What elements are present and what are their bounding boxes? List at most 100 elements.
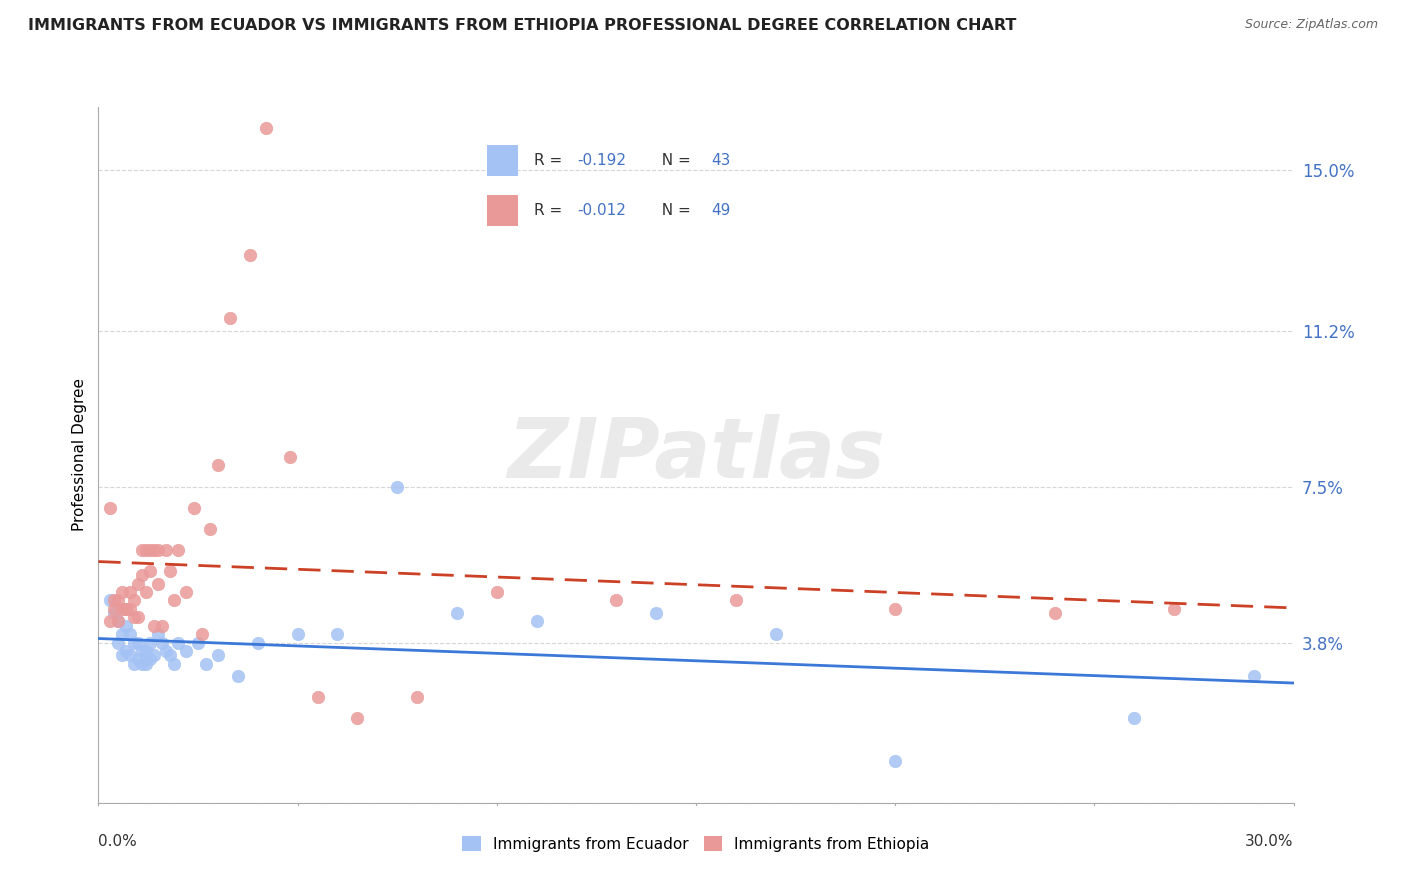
Point [307, 690, 329, 705]
Point [111, 602, 134, 616]
Point [124, 635, 146, 649]
Point [446, 606, 468, 620]
Point [120, 585, 142, 599]
Point [1123, 711, 1146, 725]
Point [143, 542, 166, 557]
Point [115, 602, 138, 616]
Point [207, 648, 229, 663]
Point [139, 652, 162, 666]
Point [187, 635, 209, 649]
Point [155, 542, 177, 557]
Point [107, 635, 129, 649]
Point [191, 627, 214, 641]
Point [111, 648, 134, 663]
Legend: Immigrants from Ecuador, Immigrants from Ethiopia: Immigrants from Ecuador, Immigrants from… [456, 830, 936, 858]
Bar [488, 194, 519, 226]
Point [127, 610, 149, 624]
Point [148, 542, 170, 557]
Point [143, 618, 166, 632]
Point [143, 648, 166, 663]
Point [135, 542, 157, 557]
Point [239, 247, 262, 261]
Point [485, 585, 508, 599]
Point [326, 627, 349, 641]
Text: R =: R = [534, 202, 567, 218]
Point [120, 648, 142, 663]
Point [107, 615, 129, 629]
Text: 49: 49 [711, 202, 730, 218]
Point [287, 627, 309, 641]
Point [163, 593, 186, 607]
Point [163, 657, 186, 671]
Point [254, 121, 277, 136]
Text: 0.0%: 0.0% [98, 834, 138, 849]
Text: R =: R = [534, 153, 567, 168]
Point [226, 669, 249, 683]
Point [724, 593, 747, 607]
Y-axis label: Professional Degree: Professional Degree [72, 378, 87, 532]
Point [115, 602, 138, 616]
Point [103, 602, 125, 616]
Point [207, 458, 229, 473]
Point [135, 644, 157, 658]
Point [174, 585, 197, 599]
Point [107, 615, 129, 629]
Point [131, 657, 153, 671]
Point [148, 627, 170, 641]
Point [167, 635, 190, 649]
Point [159, 648, 181, 663]
Point [1043, 606, 1066, 620]
Point [131, 568, 153, 582]
Point [127, 635, 149, 649]
Point [884, 602, 907, 616]
Point [183, 500, 205, 515]
Text: N =: N = [652, 202, 696, 218]
Point [167, 542, 190, 557]
Point [98, 615, 122, 629]
Point [139, 542, 162, 557]
Point [645, 606, 668, 620]
Point [124, 593, 146, 607]
Point [194, 657, 218, 671]
Point [385, 479, 409, 493]
Point [139, 635, 162, 649]
Point [131, 644, 153, 658]
Point [139, 564, 162, 578]
Point [124, 657, 146, 671]
Point [120, 602, 142, 616]
Text: -0.192: -0.192 [578, 153, 627, 168]
Point [884, 754, 907, 768]
Bar [488, 145, 519, 176]
Point [174, 644, 197, 658]
Point [103, 606, 125, 620]
Point [111, 585, 134, 599]
Point [103, 593, 125, 607]
Point [155, 644, 177, 658]
Text: ZIPatlas: ZIPatlas [508, 415, 884, 495]
Point [135, 657, 157, 671]
Point [124, 610, 146, 624]
Text: IMMIGRANTS FROM ECUADOR VS IMMIGRANTS FROM ETHIOPIA PROFESSIONAL DEGREE CORRELAT: IMMIGRANTS FROM ECUADOR VS IMMIGRANTS FR… [28, 18, 1017, 33]
Point [1243, 669, 1265, 683]
Point [150, 635, 173, 649]
Point [98, 500, 122, 515]
Point [150, 618, 173, 632]
Point [148, 576, 170, 591]
Point [107, 593, 129, 607]
Point [406, 690, 429, 705]
Point [131, 542, 153, 557]
Point [115, 644, 138, 658]
Point [605, 593, 627, 607]
Point [278, 450, 301, 464]
Point [526, 615, 548, 629]
Point [198, 522, 221, 536]
Text: 30.0%: 30.0% [1246, 834, 1294, 849]
Text: N =: N = [652, 153, 696, 168]
Text: Source: ZipAtlas.com: Source: ZipAtlas.com [1244, 18, 1378, 31]
Point [159, 564, 181, 578]
Point [246, 635, 269, 649]
Point [127, 576, 149, 591]
Point [115, 618, 138, 632]
Point [765, 627, 787, 641]
Text: 43: 43 [711, 153, 730, 168]
